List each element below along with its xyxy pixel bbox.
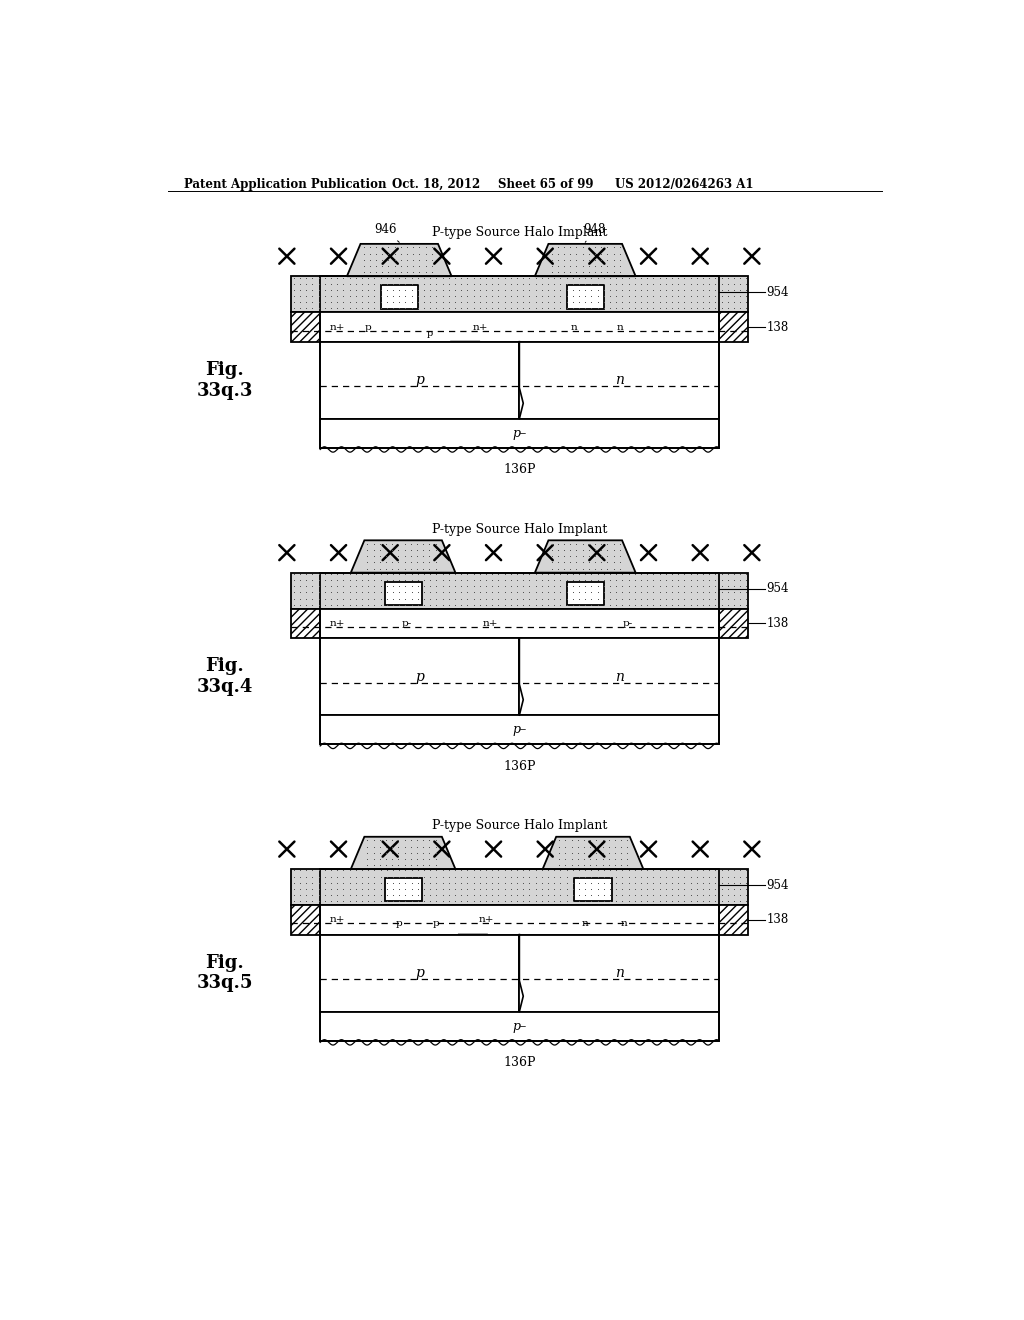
Bar <box>291 276 748 313</box>
Text: n: n <box>616 322 624 331</box>
Text: 136P: 136P <box>503 1056 536 1069</box>
Bar <box>566 582 604 605</box>
Bar <box>291 313 321 342</box>
Text: n: n <box>614 374 624 387</box>
Bar <box>321 418 719 447</box>
Bar <box>719 609 748 638</box>
Bar <box>385 878 422 902</box>
Polygon shape <box>459 935 486 977</box>
Bar <box>321 609 719 638</box>
Text: n: n <box>582 919 589 928</box>
Text: p-: p- <box>623 619 633 628</box>
Text: n: n <box>570 322 577 331</box>
Bar <box>291 573 748 609</box>
Text: p: p <box>365 322 372 331</box>
Text: 954: 954 <box>767 582 790 595</box>
Bar <box>321 869 719 1040</box>
Polygon shape <box>535 540 636 573</box>
Text: 954: 954 <box>767 286 790 300</box>
Text: 138: 138 <box>767 913 788 927</box>
Text: p: p <box>396 919 402 928</box>
Bar <box>291 869 748 906</box>
Text: p: p <box>427 329 433 338</box>
Text: p–: p– <box>512 723 526 737</box>
Bar <box>519 935 719 1011</box>
Text: Oct. 18, 2012: Oct. 18, 2012 <box>391 178 480 190</box>
Polygon shape <box>543 837 643 869</box>
Bar <box>291 906 321 935</box>
Text: n+: n+ <box>330 619 345 628</box>
Bar <box>321 313 719 342</box>
Text: US 2012/0264263 A1: US 2012/0264263 A1 <box>614 178 754 190</box>
Bar <box>381 285 418 309</box>
Text: Sheet 65 of 99: Sheet 65 of 99 <box>499 178 594 190</box>
Polygon shape <box>347 244 452 276</box>
Bar <box>321 1011 719 1040</box>
Text: n: n <box>621 919 628 928</box>
Text: 138: 138 <box>767 616 788 630</box>
Bar <box>519 638 719 715</box>
Text: n+: n+ <box>473 322 488 331</box>
Bar <box>321 573 719 744</box>
Text: P-type Source Halo Implant: P-type Source Halo Implant <box>432 226 607 239</box>
Text: Patent Application Publication: Patent Application Publication <box>183 178 386 190</box>
Bar <box>385 582 422 605</box>
Text: n+: n+ <box>483 619 499 628</box>
Polygon shape <box>452 342 479 384</box>
Text: Fig.
33q.5: Fig. 33q.5 <box>197 953 253 993</box>
Text: p: p <box>433 919 440 928</box>
Text: n: n <box>614 669 624 684</box>
Text: P-type Source Halo Implant: P-type Source Halo Implant <box>432 523 607 536</box>
Bar <box>719 313 748 342</box>
Text: p: p <box>416 966 424 979</box>
Polygon shape <box>351 540 456 573</box>
Bar <box>519 342 719 418</box>
Bar <box>321 715 719 744</box>
Bar <box>321 638 519 715</box>
Text: Fig.
33q.4: Fig. 33q.4 <box>197 657 253 696</box>
Polygon shape <box>467 638 495 681</box>
Bar <box>566 285 604 309</box>
Bar <box>574 878 611 902</box>
Text: 136P: 136P <box>503 463 536 477</box>
Bar <box>291 609 321 638</box>
Text: p-: p- <box>401 619 412 628</box>
Text: p–: p– <box>512 426 526 440</box>
Text: 954: 954 <box>767 879 790 892</box>
Bar <box>719 906 748 935</box>
Text: p: p <box>416 669 424 684</box>
Text: P-type Source Halo Implant: P-type Source Halo Implant <box>432 820 607 832</box>
Bar <box>321 342 519 418</box>
Text: Fig.
33q.3: Fig. 33q.3 <box>197 360 253 400</box>
Text: p: p <box>416 374 424 387</box>
Polygon shape <box>351 837 456 869</box>
Text: n+: n+ <box>330 916 345 924</box>
Bar <box>321 906 719 935</box>
Text: n+: n+ <box>330 322 345 331</box>
Text: n+: n+ <box>478 916 494 924</box>
Text: 136P: 136P <box>503 760 536 772</box>
Text: 946: 946 <box>374 223 399 243</box>
Text: n: n <box>614 966 624 979</box>
Polygon shape <box>535 244 636 276</box>
Text: 138: 138 <box>767 321 788 334</box>
Text: 948: 948 <box>584 223 606 243</box>
Bar <box>321 276 719 447</box>
Text: p–: p– <box>512 1019 526 1032</box>
Bar <box>321 935 519 1011</box>
